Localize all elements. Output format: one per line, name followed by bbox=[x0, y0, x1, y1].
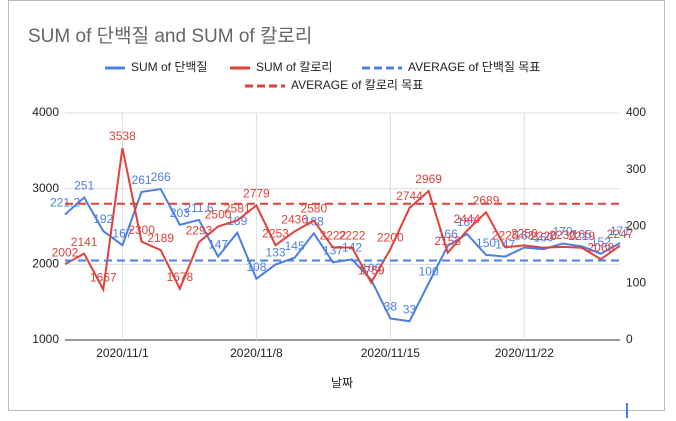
data-label: 211.6 bbox=[184, 201, 213, 215]
data-label: 2969 bbox=[415, 172, 442, 186]
data-label: 2002 bbox=[52, 245, 79, 259]
x-axis-label: 날짜 bbox=[331, 376, 353, 390]
data-label: 2219 bbox=[568, 229, 595, 243]
data-label: 1759 bbox=[358, 264, 385, 278]
data-label: 1667 bbox=[90, 271, 117, 285]
data-label: 251 bbox=[74, 179, 94, 193]
data-label: 261 bbox=[132, 173, 152, 187]
y-tick-label: 2000 bbox=[32, 257, 59, 271]
data-label: 2580 bbox=[300, 202, 327, 216]
data-label: 167 bbox=[112, 226, 132, 240]
x-tick-label: 2020/11/8 bbox=[230, 346, 283, 360]
data-label: 2153 bbox=[434, 234, 461, 248]
x-tick-label: 2020/11/1 bbox=[96, 346, 149, 360]
y-tick-label: 3000 bbox=[32, 181, 59, 195]
data-label: 3538 bbox=[109, 129, 136, 143]
data-label: 1678 bbox=[166, 270, 193, 284]
data-label: 152 bbox=[591, 235, 611, 249]
y2-tick-label: 200 bbox=[626, 219, 646, 233]
data-label: 38 bbox=[384, 300, 398, 314]
data-label: 100 bbox=[419, 264, 439, 278]
legend-label: AVERAGE of 칼로리 목표 bbox=[291, 78, 423, 92]
data-label: 2200 bbox=[377, 230, 404, 244]
y2-tick-label: 400 bbox=[626, 105, 646, 119]
data-label: 150 bbox=[476, 236, 496, 250]
data-label: 2293 bbox=[186, 223, 213, 237]
chart-title: SUM of 단백질 and SUM of 칼로리 bbox=[28, 25, 312, 47]
data-label: 2141 bbox=[71, 235, 98, 249]
y2-tick-label: 0 bbox=[626, 332, 633, 346]
data-label: 160 bbox=[533, 230, 553, 244]
y2-tick-label: 300 bbox=[626, 162, 646, 176]
y2-tick-label: 100 bbox=[626, 275, 646, 289]
data-label: 266 bbox=[151, 170, 171, 184]
data-label: 2230 bbox=[549, 228, 576, 242]
data-label: 2581 bbox=[224, 202, 251, 216]
series-line bbox=[64, 147, 621, 293]
data-label: 2220 bbox=[530, 229, 557, 243]
data-label: 2250 bbox=[511, 227, 538, 241]
data-label: 2444 bbox=[454, 212, 481, 226]
legend-label: SUM of 칼로리 bbox=[256, 60, 332, 74]
y-tick-label: 1000 bbox=[32, 332, 59, 346]
data-label: 2225 bbox=[492, 228, 519, 242]
data-label: 147 bbox=[495, 238, 515, 252]
data-label: 2500 bbox=[205, 208, 232, 222]
data-label: 2253 bbox=[262, 226, 289, 240]
legend-label: SUM of 단백질 bbox=[131, 60, 207, 74]
data-label: 203 bbox=[170, 206, 190, 220]
data-label: 170 bbox=[553, 225, 573, 239]
y-tick-label: 4000 bbox=[32, 105, 59, 119]
data-label: 2222 bbox=[339, 229, 366, 243]
data-label: 2779 bbox=[243, 187, 270, 201]
data-label: 108 bbox=[246, 260, 266, 274]
data-label: 2436 bbox=[281, 213, 308, 227]
x-tick-label: 2020/11/15 bbox=[361, 346, 420, 360]
data-label: 171 bbox=[610, 224, 630, 238]
data-label: 137 bbox=[323, 243, 343, 257]
data-label: 147 bbox=[208, 238, 228, 252]
legend-label: AVERAGE of 단백질 목표 bbox=[408, 60, 540, 74]
data-label: 2068 bbox=[588, 240, 615, 254]
data-label: 33 bbox=[403, 302, 417, 316]
data-label: 2222 bbox=[320, 229, 347, 243]
data-label: 221.2 bbox=[50, 196, 80, 210]
x-tick-label: 2020/11/22 bbox=[495, 346, 554, 360]
data-label: 2189 bbox=[147, 231, 174, 245]
data-label: 2689 bbox=[473, 193, 500, 207]
data-label: 2744 bbox=[396, 189, 423, 203]
data-label: 2247 bbox=[607, 227, 634, 241]
data-label: 2300 bbox=[128, 223, 155, 237]
data-label: 133 bbox=[266, 246, 286, 260]
data-label: 145 bbox=[285, 239, 305, 253]
data-label: 165 bbox=[572, 228, 592, 242]
data-label: 192 bbox=[93, 212, 113, 226]
data-label: 163 bbox=[514, 229, 534, 243]
